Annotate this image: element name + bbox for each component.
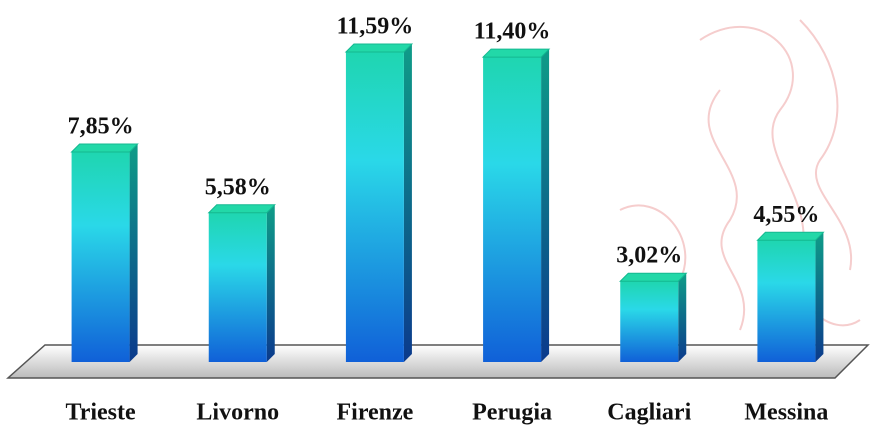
- value-label: 3,02%: [616, 243, 682, 269]
- value-label: 4,55%: [753, 202, 819, 228]
- bar-side: [129, 144, 138, 362]
- bar: [483, 57, 542, 362]
- bar-side: [541, 49, 550, 362]
- bar-top: [756, 231, 825, 241]
- value-label: 7,85%: [68, 114, 134, 140]
- bar-top: [619, 272, 688, 282]
- value-label: 11,59%: [337, 14, 414, 40]
- bar-top: [207, 204, 276, 214]
- x-tick-label: Perugia: [472, 400, 552, 426]
- x-tick-label: Firenze: [336, 400, 413, 426]
- bar: [345, 52, 404, 362]
- bar: [71, 152, 130, 362]
- bar: [208, 212, 267, 362]
- x-tick-label: Livorno: [196, 400, 279, 426]
- bar-side: [266, 204, 275, 362]
- bar-side: [403, 44, 412, 362]
- x-tick-label: Messina: [744, 400, 828, 426]
- bar-top: [481, 48, 551, 58]
- bar-top: [344, 43, 414, 53]
- value-label: 5,58%: [205, 174, 271, 200]
- x-tick-label: Trieste: [65, 400, 136, 426]
- bar-side: [815, 232, 824, 362]
- value-label: 11,40%: [474, 19, 551, 45]
- x-tick-label: Cagliari: [607, 400, 691, 426]
- bar-top: [70, 143, 139, 153]
- bar-side: [678, 273, 687, 362]
- bar: [620, 281, 679, 362]
- bar: [757, 240, 816, 362]
